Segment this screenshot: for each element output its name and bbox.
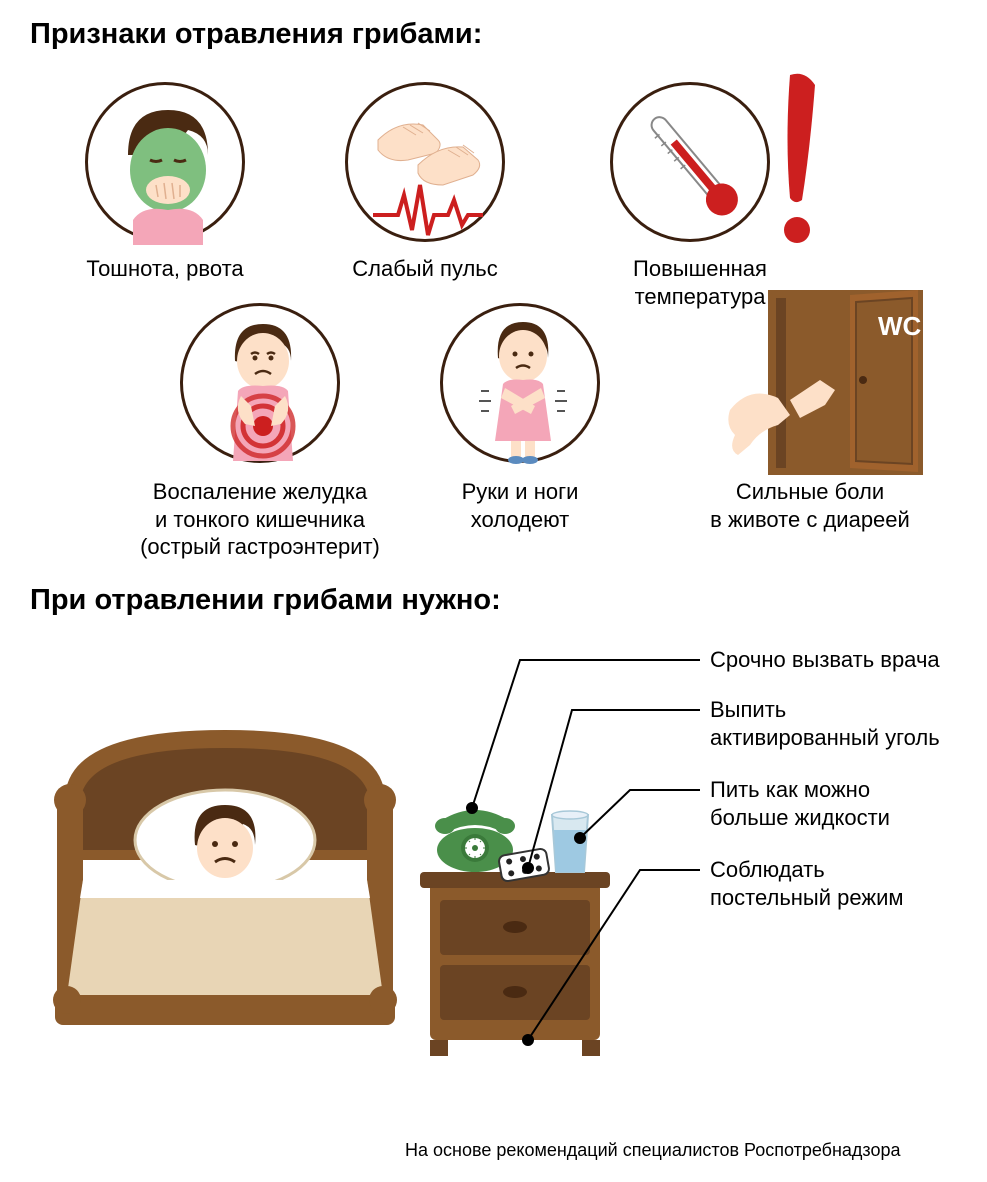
action-bedrest: Соблюдатьпостельный режим [710, 856, 904, 911]
leader-lines [0, 0, 987, 1182]
action-charcoal: Выпитьактивированный уголь [710, 696, 940, 751]
action-fluids: Пить как можнобольше жидкости [710, 776, 890, 831]
action-doctor: Срочно вызвать врача [710, 646, 940, 674]
footer-text: На основе рекомендаций специалистов Росп… [405, 1140, 901, 1161]
